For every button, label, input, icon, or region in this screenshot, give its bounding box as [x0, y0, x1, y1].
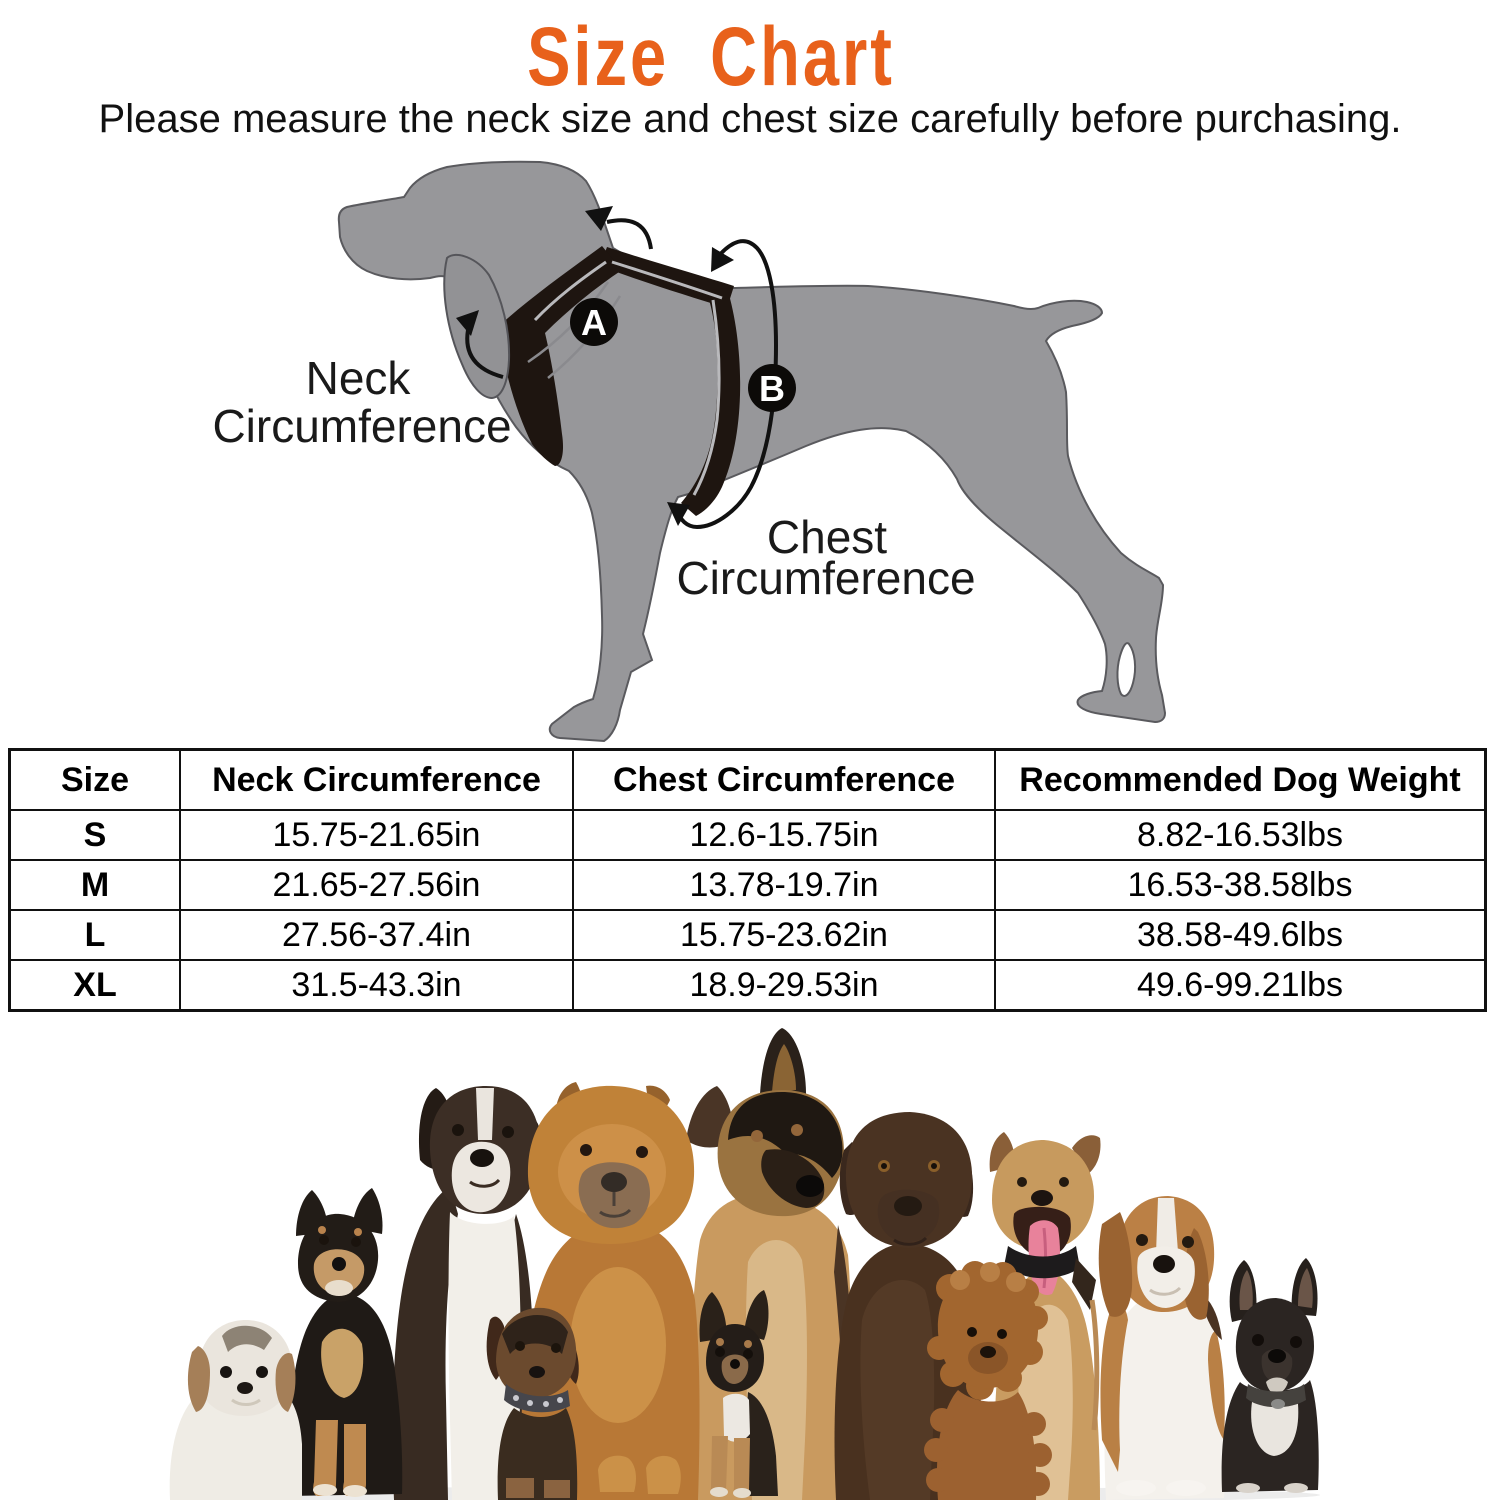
svg-text:Chest: Chest	[767, 511, 887, 563]
svg-text:Neck: Neck	[306, 352, 412, 404]
svg-text:Circumference: Circumference	[676, 552, 975, 604]
svg-text:A: A	[581, 302, 607, 343]
svg-text:B: B	[759, 368, 785, 409]
svg-text:Circumference: Circumference	[212, 400, 511, 452]
